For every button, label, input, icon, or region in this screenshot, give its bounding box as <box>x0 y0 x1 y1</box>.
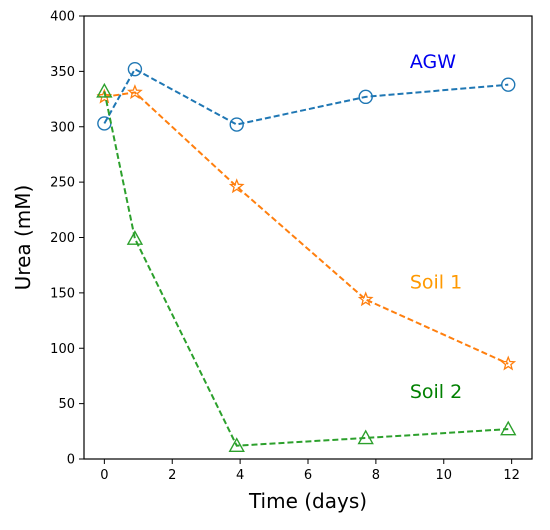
y-tick-label: 100 <box>50 342 75 357</box>
x-axis-label: Time (days) <box>248 489 367 513</box>
data-point-soil-1 <box>357 291 374 307</box>
x-tick-label: 6 <box>304 468 312 483</box>
data-point-soil-1 <box>228 178 245 194</box>
y-tick-label: 250 <box>50 176 75 191</box>
y-tick-label: 300 <box>50 120 75 135</box>
y-tick-label: 400 <box>50 10 75 25</box>
series-line-agw <box>103 67 509 126</box>
data-point-agw <box>358 89 373 105</box>
series-label-soil-1: Soil 1 <box>410 271 462 293</box>
series-line-soil-2 <box>103 91 509 447</box>
x-tick-label: 10 <box>435 468 452 483</box>
data-point-agw <box>501 77 516 92</box>
x-tick-label: 0 <box>100 468 108 483</box>
y-tick-label: 150 <box>50 286 75 301</box>
y-tick-label: 50 <box>58 397 75 412</box>
data-point-soil-2 <box>500 420 517 436</box>
x-tick-label: 4 <box>236 468 244 483</box>
data-point-agw <box>229 117 244 132</box>
series-label-soil-2: Soil 2 <box>410 381 462 403</box>
data-point-soil-2 <box>357 429 374 445</box>
x-tick-label: 8 <box>372 468 380 483</box>
data-point-soil-1 <box>500 355 517 371</box>
series-label-agw: AGW <box>410 51 456 73</box>
y-tick-label: 200 <box>50 231 75 246</box>
x-tick-label: 2 <box>168 468 176 483</box>
y-tick-label: 350 <box>50 65 75 80</box>
data-point-soil-2 <box>126 230 144 245</box>
y-axis-label: Urea (mM) <box>11 185 35 291</box>
data-point-soil-2 <box>228 437 245 453</box>
x-tick-label: 12 <box>503 468 520 483</box>
plot-frame <box>83 15 533 460</box>
data-point-soil-1 <box>127 84 143 100</box>
series-line-soil-1 <box>104 91 509 365</box>
data-point-soil-1 <box>96 88 113 104</box>
y-tick-label: 0 <box>67 453 75 468</box>
data-point-soil-2 <box>96 82 113 98</box>
data-point-agw <box>127 61 143 77</box>
